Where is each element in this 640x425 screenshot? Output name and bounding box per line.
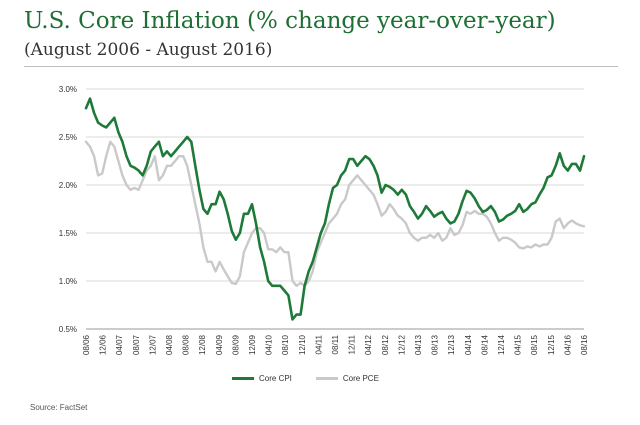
x-tick-label: 04/10 — [265, 334, 274, 355]
x-tick-label: 04/08 — [165, 334, 174, 355]
title-rule — [24, 66, 618, 67]
series-line-core-pce — [84, 140, 586, 287]
series-lines — [84, 97, 586, 321]
x-tick-label: 04/16 — [563, 334, 572, 355]
x-tick-label: 12/06 — [99, 334, 108, 355]
y-tick-label: 2.5% — [59, 133, 77, 142]
y-tick-label: 0.5% — [59, 325, 77, 334]
x-tick-label: 04/07 — [115, 334, 124, 355]
x-tick-label: 08/10 — [281, 334, 290, 355]
legend-swatch-core-pce — [315, 377, 338, 380]
x-tick-label: 04/15 — [514, 334, 523, 355]
x-tick-label: 12/10 — [298, 334, 307, 355]
x-tick-label: 12/11 — [348, 334, 357, 354]
x-tick-label: 04/11 — [314, 334, 323, 354]
chart-subtitle: (August 2006 - August 2016) — [24, 40, 273, 60]
x-tick-label: 08/16 — [580, 334, 589, 355]
x-tick-label: 08/12 — [381, 334, 390, 355]
legend-label-core-cpi: Core CPI — [259, 374, 292, 383]
x-tick-label: 08/09 — [231, 334, 240, 355]
x-tick-label: 08/07 — [132, 334, 141, 355]
x-tick-label: 04/13 — [414, 334, 423, 355]
x-tick-label: 12/09 — [248, 334, 257, 355]
grid-lines — [86, 88, 584, 330]
y-tick-label: 1.0% — [59, 277, 77, 286]
x-tick-label: 12/15 — [547, 334, 556, 355]
x-tick-label: 12/14 — [497, 334, 506, 355]
x-axis: 08/06 12/06 04/07 08/07 12/07 04/08 08/08 12/08… — [82, 334, 589, 355]
x-tick-label: 08/06 — [82, 334, 91, 355]
legend-item-core-pce: Core PCE — [315, 374, 379, 383]
x-tick-label: 04/14 — [464, 334, 473, 355]
x-tick-label: 08/08 — [182, 334, 191, 355]
chart-title: U.S. Core Inflation (% change year-over-… — [24, 8, 556, 34]
legend: Core CPI Core PCE — [232, 374, 397, 383]
series-line-core-cpi — [84, 97, 586, 321]
y-tick-label: 3.0% — [59, 85, 77, 94]
source-note: Source: FactSet — [30, 403, 88, 412]
legend-swatch-core-cpi — [232, 377, 254, 380]
x-tick-label: 08/11 — [331, 334, 340, 354]
x-tick-label: 08/15 — [530, 334, 539, 355]
x-tick-label: 04/09 — [215, 334, 224, 355]
x-tick-label: 12/13 — [447, 334, 456, 355]
x-tick-label: 04/12 — [364, 334, 373, 355]
legend-item-core-cpi: Core CPI — [232, 374, 292, 383]
legend-label-core-pce: Core PCE — [342, 374, 379, 383]
x-tick-label: 12/12 — [397, 334, 406, 355]
x-tick-label: 12/07 — [148, 334, 157, 355]
y-axis: 3.0% 2.5% 2.0% 1.5% 1.0% 0.5% — [59, 85, 77, 334]
y-tick-label: 1.5% — [59, 229, 77, 238]
x-tick-label: 08/13 — [431, 334, 440, 355]
y-tick-label: 2.0% — [59, 181, 77, 190]
x-tick-label: 08/14 — [480, 334, 489, 355]
x-tick-label: 12/08 — [198, 334, 207, 355]
